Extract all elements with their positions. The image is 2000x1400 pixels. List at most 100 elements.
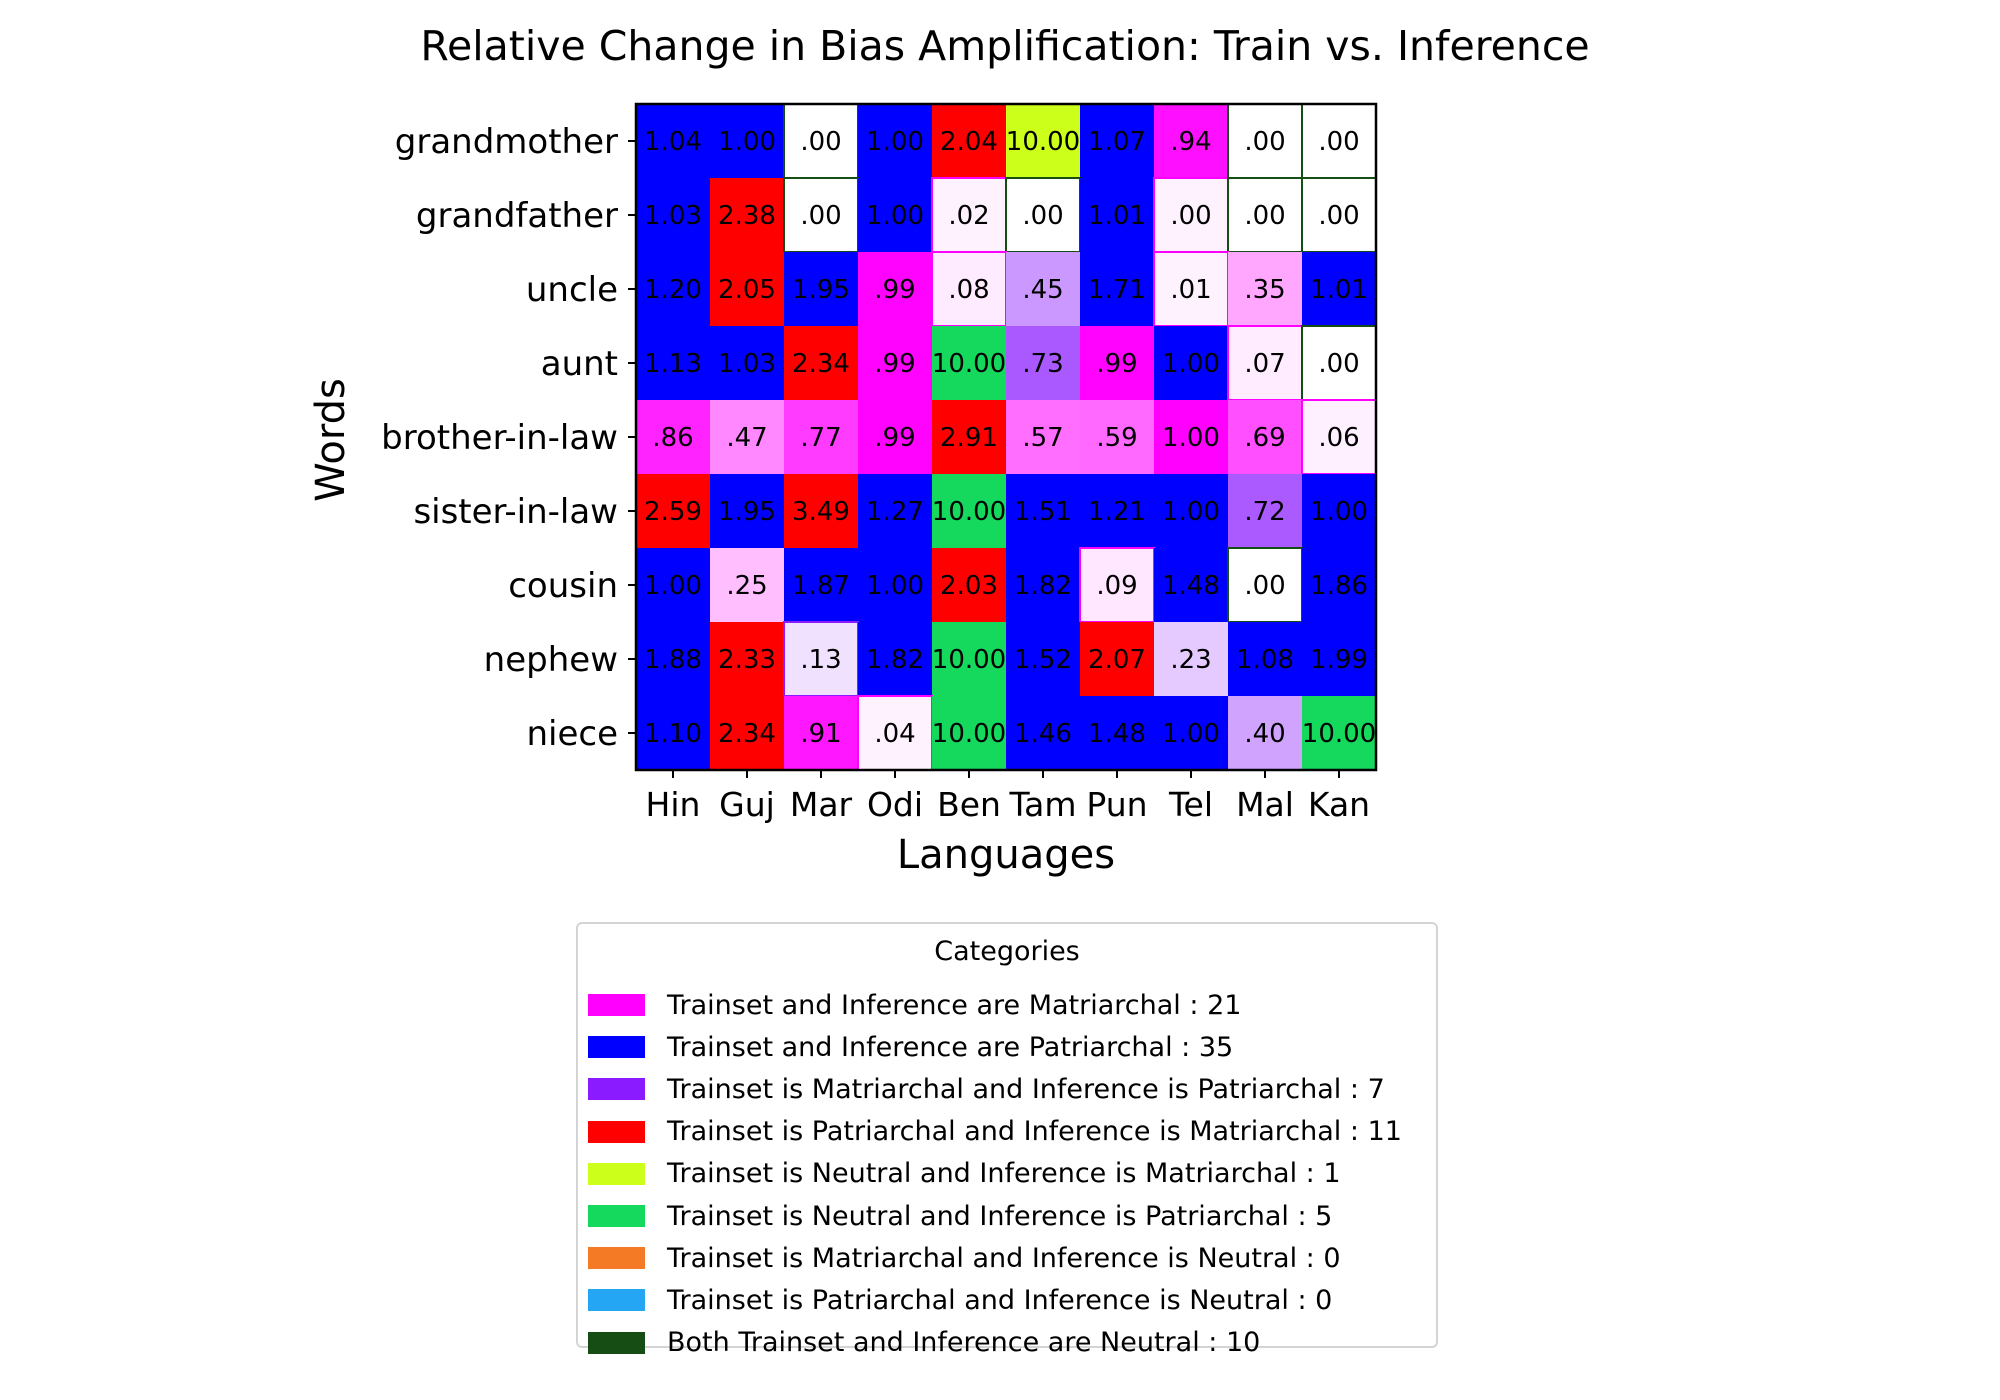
y-tick-label: grandfather xyxy=(416,196,618,236)
legend-label: Trainset is Neutral and Inference is Mat… xyxy=(667,1158,1341,1190)
cell-value-label: 2.91 xyxy=(940,423,998,453)
cell-value-label: .00 xyxy=(1244,201,1285,231)
heatmap-cell xyxy=(1228,400,1302,474)
heatmap-cell xyxy=(783,621,859,697)
x-axis-ticks: Hin Guj Mar Odi Ben Tam Pun Tel Mal Kan xyxy=(646,770,1370,824)
cell-value-label: .06 xyxy=(1318,423,1359,453)
cell-value-label: .02 xyxy=(948,201,989,231)
cell-value-label: 10.00 xyxy=(932,719,1006,749)
heatmap-cell xyxy=(636,252,710,326)
heatmap-cell xyxy=(1080,400,1154,474)
y-tick-label: nephew xyxy=(484,640,618,680)
y-tick-label: aunt xyxy=(541,344,618,384)
legend-label: Trainset is Patriarchal and Inference is… xyxy=(667,1284,1333,1316)
cell-value-label: 1.95 xyxy=(718,497,776,527)
heatmap-cell xyxy=(858,400,932,474)
cell-value-label: 1.01 xyxy=(1310,275,1368,305)
heatmap-cell xyxy=(1080,326,1154,400)
heatmap-cell xyxy=(1154,474,1228,548)
cell-value-label: .99 xyxy=(874,349,915,379)
heatmap-cell xyxy=(1080,178,1154,252)
cell-value-label: 1.27 xyxy=(866,497,924,527)
heatmap-cell xyxy=(1080,696,1154,770)
legend-swatch xyxy=(588,994,645,1016)
heatmap-cell xyxy=(931,177,1007,253)
heatmap-cell-labels: 1.04 1.00 .00 1.00 2.04 10.00 1.07 .94 .00 .00 1.0… xyxy=(644,127,1376,749)
heatmap-cells xyxy=(636,103,1377,771)
cell-value-label: .00 xyxy=(1244,571,1285,601)
cell-value-label: 1.00 xyxy=(1162,497,1220,527)
heatmap-cell xyxy=(710,696,784,770)
cell-value-label: .09 xyxy=(1096,571,1137,601)
heatmap-cell xyxy=(1301,325,1377,401)
cell-value-label: 1.99 xyxy=(1310,645,1368,675)
heatmap-cell xyxy=(1154,622,1228,696)
legend: Categories Trainset and Inference are Ma… xyxy=(576,922,1438,1358)
heatmap-cell xyxy=(710,252,784,326)
heatmap-cell xyxy=(636,400,710,474)
heatmap-cell xyxy=(710,548,784,622)
heatmap-cell xyxy=(1006,474,1080,548)
x-tick-label: Guj xyxy=(719,785,775,824)
y-axis-ticks: grandmother grandfather uncle aunt brother-i… xyxy=(381,122,636,754)
heatmap-cell xyxy=(1154,326,1228,400)
cell-value-label: 1.07 xyxy=(1088,127,1146,157)
heatmap-cell xyxy=(636,474,710,548)
heatmap-cell xyxy=(1227,547,1303,623)
cell-value-label: .25 xyxy=(726,571,767,601)
heatmap-cell xyxy=(1006,104,1080,178)
legend-swatch xyxy=(588,1331,645,1354)
heatmap-cell xyxy=(1006,622,1080,696)
heatmap-cell xyxy=(858,326,932,400)
cell-value-label: 1.86 xyxy=(1310,571,1368,601)
heatmap-cell xyxy=(932,326,1006,400)
cell-value-label: 1.71 xyxy=(1088,275,1146,305)
heatmap-cell xyxy=(710,400,784,474)
heatmap-cell xyxy=(636,548,710,622)
heatmap-cell xyxy=(1228,252,1302,326)
heatmap-cell xyxy=(932,548,1006,622)
cell-value-label: 1.00 xyxy=(866,571,924,601)
heatmap-cell xyxy=(1006,252,1080,326)
x-tick-label: Ben xyxy=(937,785,1001,824)
cell-value-label: 10.00 xyxy=(932,349,1006,379)
cell-value-label: 1.88 xyxy=(644,645,702,675)
legend-item: Trainset and Inference are Matriarchal :… xyxy=(588,984,1241,1026)
heatmap-cell xyxy=(1227,325,1303,401)
cell-value-label: 2.34 xyxy=(718,719,776,749)
x-tick-label: Mal xyxy=(1236,785,1294,824)
heatmap-cell xyxy=(932,400,1006,474)
legend-item: Trainset is Neutral and Inference is Pat… xyxy=(588,1195,1332,1237)
heatmap-cell xyxy=(1080,622,1154,696)
x-tick-label: Mar xyxy=(790,785,853,824)
heatmap-cell xyxy=(1228,696,1302,770)
y-tick-label: brother-in-law xyxy=(381,418,618,458)
cell-value-label: 2.33 xyxy=(718,645,776,675)
legend-item: Both Trainset and Inference are Neutral … xyxy=(588,1322,1260,1364)
legend-item: Trainset is Patriarchal and Inference is… xyxy=(588,1111,1402,1153)
cell-value-label: .00 xyxy=(1318,127,1359,157)
heatmap-cell xyxy=(858,178,932,252)
y-tick-label: niece xyxy=(526,714,618,754)
cell-value-label: 1.00 xyxy=(644,571,702,601)
heatmap-cell xyxy=(858,252,932,326)
cell-value-label: .35 xyxy=(1244,275,1285,305)
cell-value-label: 2.03 xyxy=(940,571,998,601)
cell-value-label: 1.52 xyxy=(1014,645,1072,675)
cell-value-label: 1.00 xyxy=(1162,423,1220,453)
cell-value-label: .99 xyxy=(1096,349,1137,379)
heatmap-cell xyxy=(784,252,858,326)
y-axis-label: Words xyxy=(308,378,354,502)
heatmap-cell xyxy=(1080,474,1154,548)
cell-value-label: .13 xyxy=(800,645,841,675)
cell-value-label: 1.00 xyxy=(866,201,924,231)
heatmap-cell xyxy=(636,104,710,178)
heatmap-cell xyxy=(932,104,1006,178)
heatmap-cell xyxy=(932,622,1006,696)
cell-value-label: 1.46 xyxy=(1014,719,1072,749)
heatmap-cell xyxy=(932,696,1006,770)
legend-swatch xyxy=(588,1120,645,1143)
cell-value-label: 1.03 xyxy=(644,201,702,231)
cell-value-label: 2.07 xyxy=(1088,645,1146,675)
cell-value-label: 2.38 xyxy=(718,201,776,231)
